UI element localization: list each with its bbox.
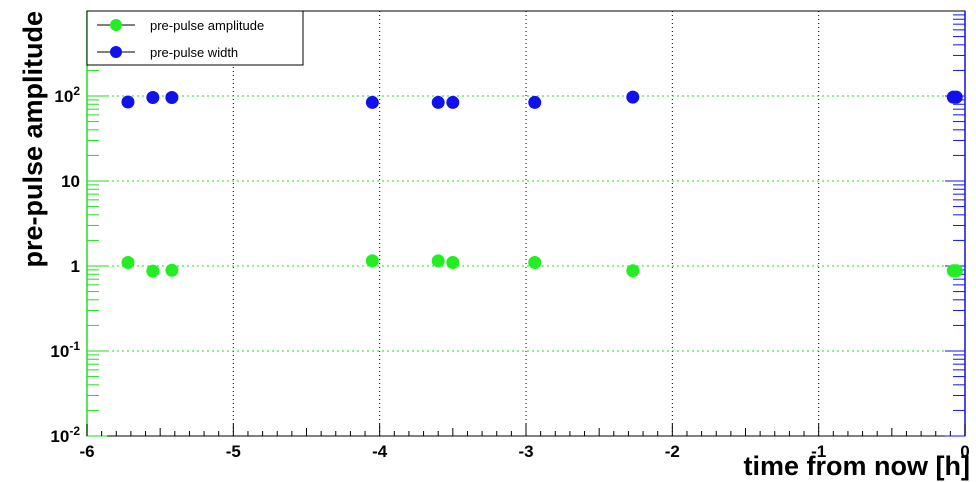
data-point-amplitude xyxy=(146,264,160,278)
data-point-amplitude xyxy=(121,255,135,269)
data-points xyxy=(121,90,963,278)
axes: -6 -5 -4 -3 -2 -1 0 10-2 10-1 1 10 102 xyxy=(50,11,970,461)
y-tick-label: 10-1 xyxy=(50,339,80,361)
data-point-amplitude xyxy=(431,254,445,268)
y-tick-label: 10 xyxy=(61,172,80,191)
data-point-amplitude xyxy=(626,264,640,278)
data-point-amplitude xyxy=(446,255,460,269)
legend: pre-pulse amplitude pre-pulse width xyxy=(86,10,304,66)
data-point-width xyxy=(146,91,160,105)
y-tick-label: 102 xyxy=(54,84,80,106)
x-tick-label: 0 xyxy=(960,442,969,461)
x-tick-label: -1 xyxy=(811,442,826,461)
data-point-amplitude xyxy=(365,254,379,268)
data-point-width xyxy=(446,95,460,109)
x-tick-label: -5 xyxy=(226,442,241,461)
y-tick-label: 10-2 xyxy=(50,424,80,446)
data-point-width xyxy=(365,95,379,109)
data-point-width xyxy=(121,95,135,109)
x-tick-label: -3 xyxy=(518,442,533,461)
data-point-amplitude xyxy=(165,263,179,277)
y-axis-title: pre-pulse amplitude xyxy=(18,11,48,268)
legend-label-amplitude: pre-pulse amplitude xyxy=(150,18,264,33)
data-point-amplitude xyxy=(949,264,963,278)
grid xyxy=(87,11,965,436)
data-point-amplitude xyxy=(528,255,542,269)
legend-marker-amplitude xyxy=(110,19,122,31)
y-tick-label: 1 xyxy=(71,257,80,276)
x-axis-title: time from now [h] xyxy=(744,451,970,481)
x-tick-label: -4 xyxy=(372,442,388,461)
data-point-width xyxy=(431,95,445,109)
legend-label-width: pre-pulse width xyxy=(150,45,238,60)
legend-marker-width xyxy=(110,46,122,58)
data-point-width xyxy=(626,90,640,104)
legend-box xyxy=(86,10,304,66)
x-tick-label: -6 xyxy=(79,442,94,461)
data-point-width xyxy=(165,91,179,105)
data-point-width xyxy=(949,90,963,104)
data-point-width xyxy=(528,95,542,109)
x-tick-label: -2 xyxy=(665,442,680,461)
